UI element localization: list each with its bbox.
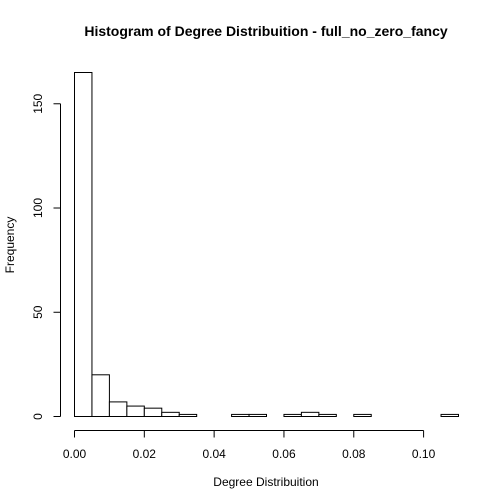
histogram-bar-13 [300, 411, 320, 417]
y-axis: 0 50 100 150 [31, 93, 61, 420]
bars-group [74, 72, 459, 418]
y-tick-label-1: 50 [31, 305, 45, 319]
x-axis-label: Degree Distribuition [213, 475, 318, 489]
histogram-bar-21 [440, 413, 459, 418]
x-tick-label-1: 0.02 [133, 447, 157, 461]
histogram-bar-16 [353, 413, 372, 418]
x-tick-label-0: 0.00 [63, 447, 87, 461]
y-tick-label-2: 100 [31, 198, 45, 218]
x-tick-label-3: 0.06 [272, 447, 296, 461]
y-tick-label-0: 0 [31, 413, 45, 420]
histogram-bar-10 [248, 413, 268, 418]
x-axis: 0.00 0.02 0.04 0.06 0.08 0.10 [63, 430, 436, 461]
x-tick-label-5: 0.10 [412, 447, 436, 461]
histogram-bar-2 [108, 401, 128, 418]
x-tick-label-4: 0.08 [342, 447, 366, 461]
chart-title: Histogram of Degree Distribuition - full… [84, 23, 447, 39]
histogram-bar-6 [178, 413, 198, 418]
x-tick-label-2: 0.04 [202, 447, 226, 461]
histogram-bar-12 [283, 413, 302, 418]
y-tick-label-3: 150 [31, 93, 45, 113]
histogram-bar-4 [143, 407, 163, 418]
y-axis-label: Frequency [3, 217, 17, 274]
histogram-bar-3 [126, 405, 145, 417]
histogram-bar-1 [91, 374, 110, 418]
histogram-bar-5 [161, 411, 180, 417]
histogram-bar-14 [318, 413, 337, 418]
histogram-bar-9 [231, 413, 250, 418]
histogram-bar-0 [74, 72, 93, 417]
